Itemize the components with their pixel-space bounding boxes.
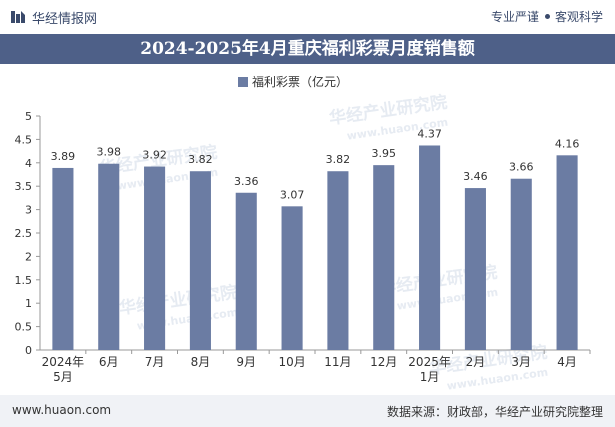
x-tick-label: 3月 xyxy=(511,355,531,369)
y-tick-label: 3.5 xyxy=(15,180,33,193)
y-tick-label: 2.5 xyxy=(15,227,33,240)
data-label: 3.66 xyxy=(509,161,534,174)
bar xyxy=(281,206,303,350)
chart-axes: 0 0.5 1 1.5 2 2.5 3 3.5 4 4.5 5 2024年 5月 6月 7月 8月 9月 10月 1… xyxy=(15,110,591,384)
y-tick-label: 5 xyxy=(25,110,32,123)
data-label: 3.82 xyxy=(188,153,213,166)
data-label: 3.89 xyxy=(51,150,76,163)
bar xyxy=(235,192,257,350)
x-tick-label: 2024年 5月 xyxy=(42,355,85,384)
chart-data-labels: 3.89 3.98 3.92 3.82 3.36 3.07 3.82 3.95 4.37 3.46… xyxy=(51,127,580,201)
bar xyxy=(419,145,441,350)
bar xyxy=(464,188,486,350)
footer: www.huaon.com 数据来源：财政部，华经产业研究院整理 xyxy=(0,395,615,427)
huajing-logo-icon xyxy=(11,11,25,23)
y-tick-label: 2 xyxy=(25,250,32,263)
x-tick-label: 12月 xyxy=(370,355,397,369)
x-tick-label-line: 7月 xyxy=(145,355,165,369)
data-label: 3.46 xyxy=(463,170,488,183)
chart-title: 2024-2025年4月重庆福利彩票月度销售额 xyxy=(0,34,615,64)
y-tick-label: 0 xyxy=(25,344,32,357)
chart-bars xyxy=(52,145,578,350)
data-label: 3.92 xyxy=(142,149,167,162)
x-tick-label-line: 5月 xyxy=(53,370,73,384)
data-label: 4.37 xyxy=(417,127,442,140)
data-label: 3.95 xyxy=(372,147,397,160)
x-tick-label: 2025年 1月 xyxy=(408,355,451,384)
bar xyxy=(327,171,349,350)
data-label: 3.36 xyxy=(234,175,259,188)
data-label: 3.07 xyxy=(280,188,305,201)
x-tick-label: 9月 xyxy=(236,355,256,369)
legend-swatch xyxy=(238,77,248,87)
y-tick-label: 3 xyxy=(25,204,32,217)
y-tick-label: 4 xyxy=(25,157,32,170)
x-tick-label-line: 3月 xyxy=(511,355,531,369)
chart-legend: 福利彩票（亿元） xyxy=(238,74,348,89)
data-label: 4.16 xyxy=(555,137,580,150)
y-tick-label: 0.5 xyxy=(15,321,33,334)
footer-source: 数据来源：财政部，华经产业研究院整理 xyxy=(386,405,603,419)
y-tick-label: 1.5 xyxy=(15,274,33,287)
legend-label: 福利彩票（亿元） xyxy=(252,74,348,89)
data-label: 3.98 xyxy=(97,146,122,159)
x-tick-label: 10月 xyxy=(278,355,305,369)
x-tick-label: 6月 xyxy=(99,355,119,369)
bar xyxy=(510,178,532,350)
brand-name: 华经情报网 xyxy=(32,12,98,27)
footer-site: www.huaon.com xyxy=(12,403,112,417)
bar xyxy=(98,163,120,350)
y-tick-label: 1 xyxy=(25,297,32,310)
x-tick-label: 11月 xyxy=(324,355,351,369)
top-bar: 华经情报网 专业严谨 客观科学 xyxy=(0,0,615,34)
bar xyxy=(52,167,74,350)
bar xyxy=(144,166,166,350)
data-label: 3.82 xyxy=(326,153,351,166)
bar xyxy=(189,171,211,350)
x-tick-label-line: 2025年 xyxy=(408,355,451,369)
bar xyxy=(556,155,578,350)
x-tick-label: 2月 xyxy=(466,355,486,369)
tagline-separator xyxy=(544,14,550,19)
x-tick-label: 4月 xyxy=(557,355,577,369)
x-tick-label: 7月 xyxy=(145,355,165,369)
tagline: 专业严谨 客观科学 xyxy=(491,8,603,25)
x-tick-label-line: 1月 xyxy=(420,370,440,384)
y-tick-label: 4.5 xyxy=(15,133,33,146)
x-tick-label-line: 12月 xyxy=(370,355,397,369)
x-tick-label-line: 8月 xyxy=(191,355,211,369)
x-tick-label-line: 2024年 xyxy=(42,355,85,369)
tagline-2: 客观科学 xyxy=(554,10,603,24)
x-tick-label-line: 10月 xyxy=(278,355,305,369)
tagline-1: 专业严谨 xyxy=(490,10,539,24)
x-tick-label-line: 9月 xyxy=(236,355,256,369)
x-tick-label: 8月 xyxy=(191,355,211,369)
x-tick-label-line: 2月 xyxy=(466,355,486,369)
bar-chart: 华经产业研究院www.huaon.com华经产业研究院www.huaon.com… xyxy=(15,74,591,393)
x-tick-label-line: 11月 xyxy=(324,355,351,369)
x-tick-label-line: 4月 xyxy=(557,355,577,369)
bar xyxy=(373,165,395,350)
x-tick-label-line: 6月 xyxy=(99,355,119,369)
